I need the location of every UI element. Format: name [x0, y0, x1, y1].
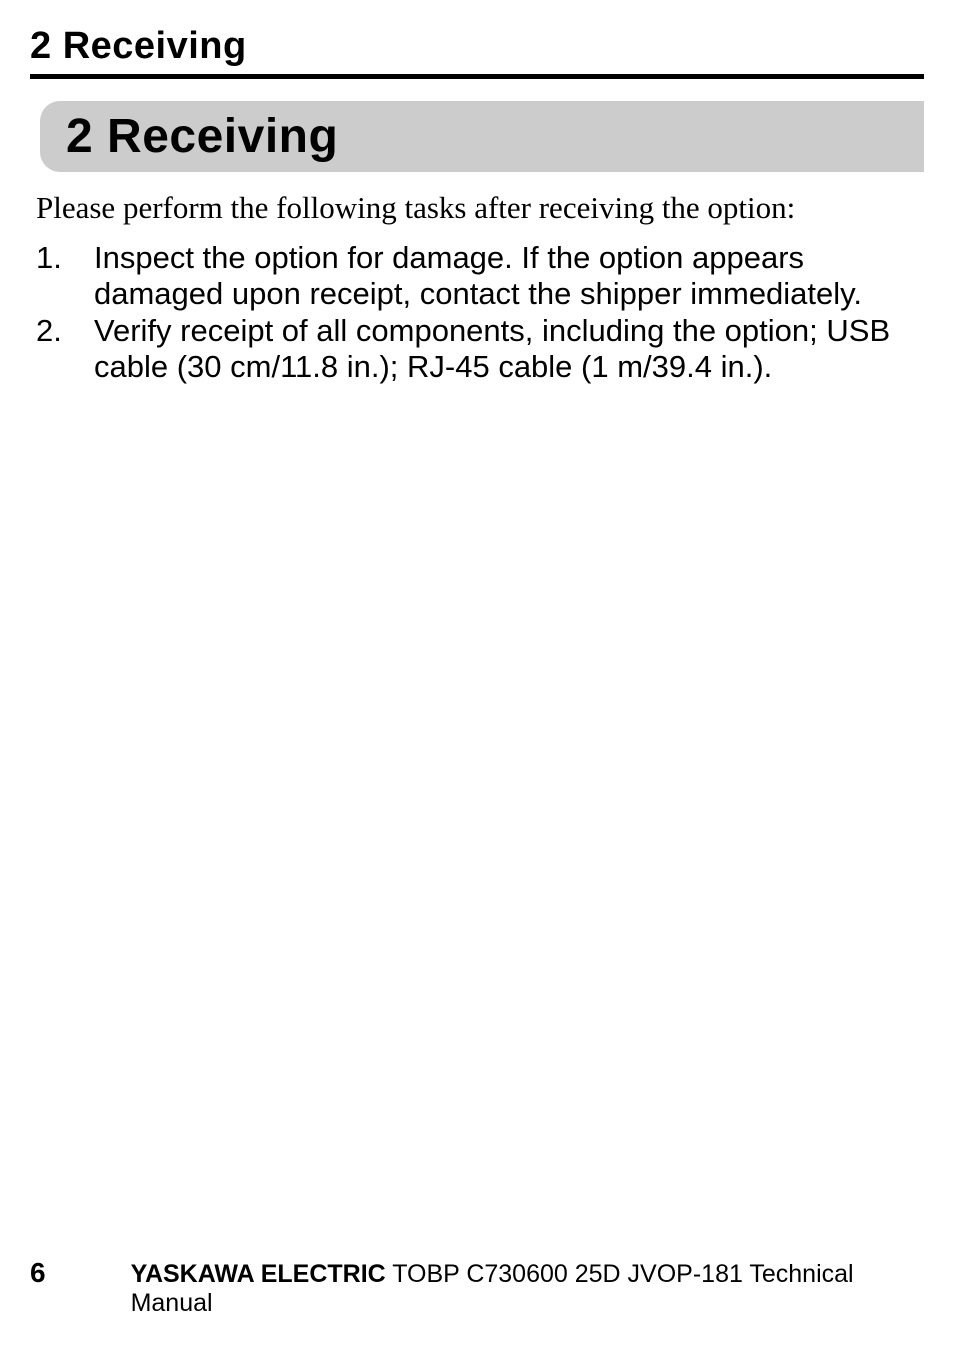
list-item-number: 1. — [36, 240, 94, 311]
list-item: 1. Inspect the option for damage. If the… — [36, 240, 924, 311]
page-footer: 6 YASKAWA ELECTRIC TOBP C730600 25D JVOP… — [30, 1257, 924, 1318]
page-number: 6 — [30, 1257, 46, 1289]
task-list: 1. Inspect the option for damage. If the… — [30, 240, 924, 385]
list-item: 2. Verify receipt of all components, inc… — [36, 313, 924, 384]
list-item-number: 2. — [36, 313, 94, 384]
footer-brand: YASKAWA ELECTRIC — [131, 1260, 386, 1288]
section-intro: Please perform the following tasks after… — [30, 190, 924, 226]
list-item-text: Inspect the option for damage. If the op… — [94, 240, 924, 311]
running-header: 2 Receiving — [30, 25, 924, 79]
footer-text: YASKAWA ELECTRIC TOBP C730600 25D JVOP-1… — [131, 1260, 924, 1318]
section-heading: 2 Receiving — [40, 101, 924, 172]
list-item-text: Verify receipt of all components, includ… — [94, 313, 924, 384]
